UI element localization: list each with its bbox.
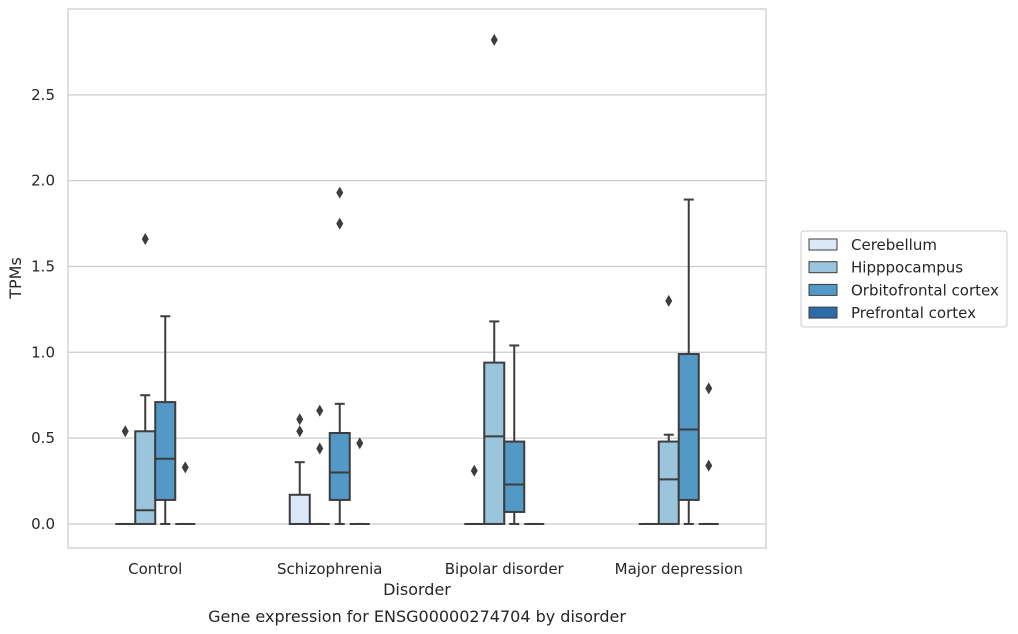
box: [154, 315, 177, 525]
outlier-point: [336, 217, 344, 230]
outlier-point: [336, 186, 344, 199]
y-axis-ticks: 0.0 0.5 1.0 1.5 2.0 2.5: [31, 86, 55, 533]
y-tick-label: 2.5: [31, 86, 55, 104]
y-axis-title: TPMs: [6, 257, 25, 300]
y-tick-label: 1.0: [31, 343, 55, 361]
legend-label: Orbitofrontal cortex: [851, 281, 999, 299]
box: [698, 382, 719, 525]
series-prefrontal-cortex: [175, 382, 719, 525]
x-tick-label: Control: [128, 560, 182, 578]
box-series: [115, 33, 719, 525]
outlier-point: [296, 413, 304, 426]
box: [328, 186, 351, 525]
outlier-point: [316, 404, 324, 417]
box-body: [288, 493, 311, 525]
outlier-point: [705, 459, 713, 472]
outlier-point: [316, 442, 324, 455]
outlier-point: [296, 425, 304, 438]
box-body: [328, 431, 351, 501]
legend-swatch: [808, 306, 838, 319]
y-tick-label: 2.0: [31, 172, 55, 190]
series-orbitofrontal-cortex: [154, 186, 700, 525]
y-tick-label: 0.0: [31, 515, 55, 533]
box: [349, 437, 370, 525]
box-body: [154, 401, 177, 501]
series-hipppocampus: [134, 33, 680, 525]
legend-swatch: [808, 283, 838, 296]
box-body: [483, 361, 506, 525]
y-tick-label: 1.5: [31, 257, 55, 275]
box: [288, 413, 311, 525]
outlier-point: [490, 33, 498, 46]
box: [115, 425, 136, 525]
x-tick-label: Schizophrenia: [277, 560, 382, 578]
box: [134, 233, 157, 525]
legend-item: Cerebellum: [808, 236, 937, 254]
plot-area-frame: [67, 8, 767, 549]
y-tick-label: 0.5: [31, 429, 55, 447]
legend-label: Prefrontal cortex: [851, 304, 976, 322]
box: [309, 404, 330, 525]
legend-item: Hipppocampus: [808, 259, 963, 277]
box-body: [503, 440, 526, 513]
outlier-point: [470, 464, 478, 477]
legend-item: Prefrontal cortex: [808, 304, 976, 322]
legend-swatch: [808, 261, 838, 274]
box-body: [657, 440, 680, 525]
box: [677, 198, 700, 525]
x-axis-title: Disorder: [383, 580, 451, 599]
outlier-point: [356, 437, 364, 450]
outlier-point: [705, 382, 713, 395]
box: [464, 464, 485, 525]
outlier-point: [181, 461, 189, 474]
outlier-point: [141, 233, 149, 246]
outlier-point: [121, 425, 129, 438]
series-cerebellum: [115, 413, 659, 525]
legend-swatch: [808, 238, 838, 251]
box: [503, 344, 526, 525]
box: [175, 461, 196, 525]
legend-item: Orbitofrontal cortex: [808, 281, 999, 299]
legend-label: Cerebellum: [851, 236, 937, 254]
figure-caption: Gene expression for ENSG00000274704 by d…: [208, 607, 626, 626]
outlier-point: [665, 294, 673, 307]
legend-frame: [800, 230, 1008, 328]
legend-label: Hipppocampus: [851, 259, 963, 277]
box-body: [677, 353, 700, 501]
legend: Cerebellum Hipppocampus Orbitofrontal cort…: [800, 230, 1008, 328]
x-tick-label: Bipolar disorder: [445, 560, 565, 578]
x-axis-ticks: Control Schizophrenia Bipolar disorder Majo…: [128, 560, 743, 578]
x-tick-label: Major depression: [615, 560, 743, 578]
